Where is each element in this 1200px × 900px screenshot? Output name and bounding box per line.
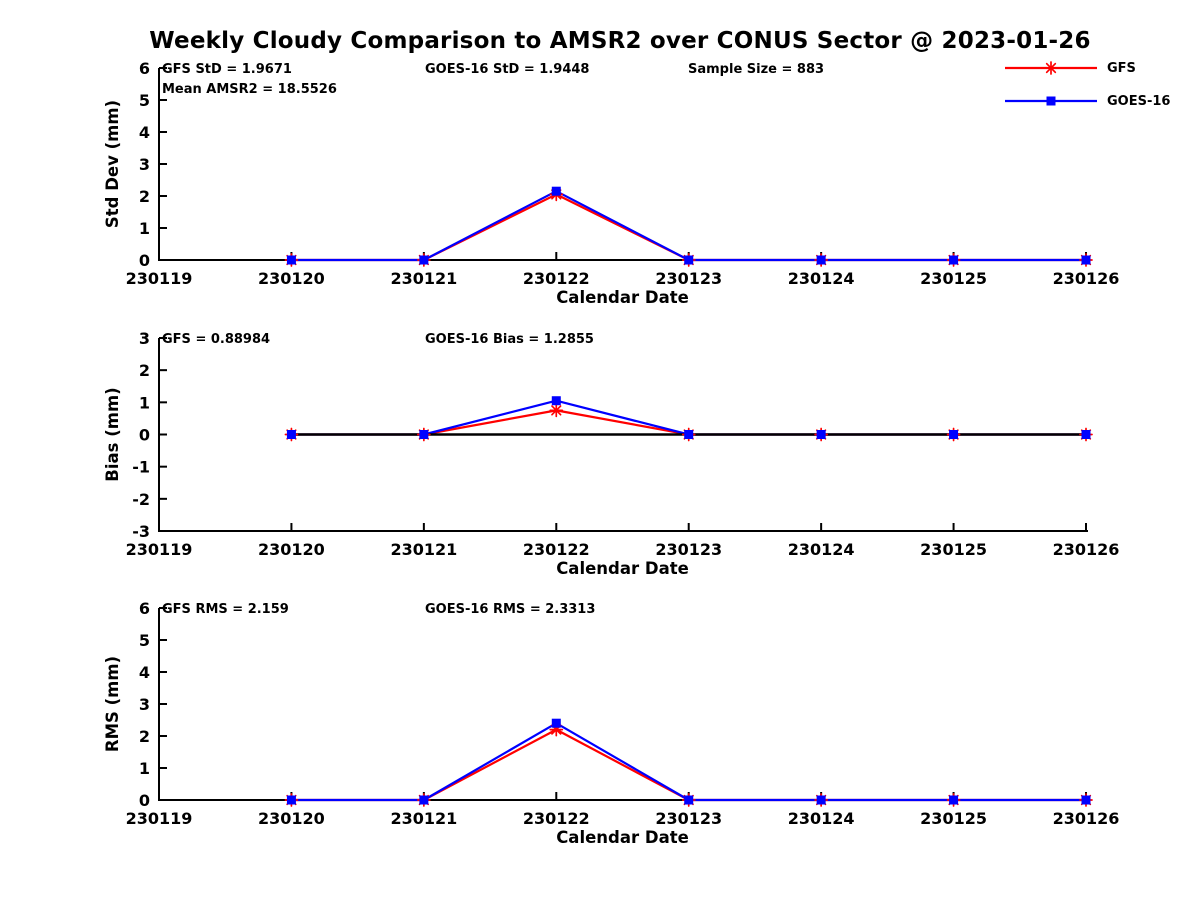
- stat-annotation: GFS StD = 1.9671: [162, 62, 292, 77]
- x-tick-label: 230119: [126, 540, 193, 559]
- y-tick-label: 1: [139, 759, 150, 778]
- marker-square: [816, 795, 826, 805]
- series-line-gfs: [291, 193, 1086, 262]
- marker-square: [949, 795, 959, 805]
- x-tick-label: 230120: [258, 540, 325, 559]
- x-tick-label: 230125: [920, 269, 987, 288]
- legend: GFS GOES-16: [1003, 58, 1193, 124]
- series-line-gfs: [291, 728, 1086, 802]
- x-tick-label: 230126: [1053, 269, 1120, 288]
- marker-square: [419, 430, 429, 439]
- x-tick-label: 230121: [390, 809, 457, 828]
- y-tick-label: 0: [139, 251, 150, 270]
- x-tick-label: 230122: [523, 269, 590, 288]
- marker-square: [286, 430, 296, 439]
- marker-square: [551, 396, 561, 406]
- chart-title: Weekly Cloudy Comparison to AMSR2 over C…: [149, 28, 1091, 54]
- stat-annotation: GFS = 0.88984: [162, 332, 270, 347]
- y-tick-label: 0: [139, 426, 150, 445]
- stat-annotation: Sample Size = 883: [688, 62, 824, 77]
- marker-square: [1081, 795, 1091, 805]
- stat-annotation: Mean AMSR2 = 18.5526: [162, 82, 337, 97]
- y-tick-label: 5: [139, 91, 150, 110]
- x-tick-label: 230119: [126, 809, 193, 828]
- y-axis-label: Bias (mm): [103, 387, 122, 481]
- x-tick-label: 230120: [258, 809, 325, 828]
- x-tick-label: 230125: [920, 540, 987, 559]
- x-tick-label: 230122: [523, 540, 590, 559]
- marker-square: [816, 430, 826, 439]
- stat-annotation: GFS RMS = 2.159: [162, 602, 289, 617]
- y-tick-label: 3: [139, 695, 150, 714]
- marker-square: [816, 255, 826, 265]
- x-tick-label: 230124: [788, 540, 855, 559]
- x-tick-label: 230124: [788, 809, 855, 828]
- x-tick-label: 230124: [788, 269, 855, 288]
- y-tick-label: 4: [139, 123, 150, 142]
- y-axis-label: RMS (mm): [103, 656, 122, 752]
- legend-label: GOES-16: [1107, 93, 1171, 109]
- legend-label: GFS: [1107, 60, 1136, 76]
- y-tick-label: 6: [139, 59, 150, 78]
- legend-item-goes-16: GOES-16: [1003, 91, 1193, 111]
- y-tick-label: 1: [139, 393, 150, 412]
- marker-square: [1081, 430, 1091, 439]
- marker-square: [684, 430, 694, 439]
- series-line-goes-16: [291, 722, 1086, 802]
- x-tick-label: 230121: [390, 540, 457, 559]
- y-tick-label: 4: [139, 663, 150, 682]
- legend-marker-square: [1005, 96, 1097, 106]
- x-tick-label: 230120: [258, 269, 325, 288]
- x-tick-label: 230123: [655, 540, 722, 559]
- y-tick-label: 3: [139, 155, 150, 174]
- y-tick-label: -3: [132, 522, 150, 541]
- y-tick-label: -1: [132, 458, 150, 477]
- marker-square: [286, 255, 296, 265]
- legend-marker-asterisk: [1005, 61, 1097, 75]
- y-tick-label: 6: [139, 599, 150, 618]
- x-axis-label: Calendar Date: [556, 559, 689, 578]
- y-tick-label: 2: [139, 361, 150, 380]
- stat-annotation: GOES-16 RMS = 2.3313: [425, 602, 595, 617]
- y-tick-label: 2: [139, 727, 150, 746]
- marker-square: [949, 255, 959, 265]
- y-tick-label: 2: [139, 187, 150, 206]
- y-axis-label: Std Dev (mm): [103, 100, 122, 228]
- x-tick-label: 230123: [655, 269, 722, 288]
- x-tick-label: 230119: [126, 269, 193, 288]
- stat-annotation: GOES-16 StD = 1.9448: [425, 62, 589, 77]
- series-line-goes-16: [291, 190, 1086, 262]
- y-tick-label: 5: [139, 631, 150, 650]
- marker-square: [949, 430, 959, 439]
- stat-annotation: GOES-16 Bias = 1.2855: [425, 332, 594, 347]
- marker-square: [1081, 255, 1091, 265]
- x-axis-label: Calendar Date: [556, 828, 689, 847]
- y-tick-label: 0: [139, 791, 150, 810]
- x-tick-label: 230122: [523, 809, 590, 828]
- y-tick-label: 3: [139, 329, 150, 348]
- marker-square: [684, 255, 694, 265]
- marker-square: [419, 255, 429, 265]
- y-tick-label: 1: [139, 219, 150, 238]
- x-tick-label: 230126: [1053, 540, 1120, 559]
- x-axis-label: Calendar Date: [556, 288, 689, 307]
- marker-asterisk: [549, 403, 564, 418]
- marker-square: [286, 795, 296, 805]
- x-tick-label: 230123: [655, 809, 722, 828]
- y-tick-label: -2: [132, 490, 150, 509]
- marker-square: [419, 795, 429, 805]
- x-tick-label: 230121: [390, 269, 457, 288]
- x-tick-label: 230126: [1053, 809, 1120, 828]
- marker-square: [551, 718, 561, 728]
- marker-square: [551, 186, 561, 196]
- x-tick-label: 230125: [920, 809, 987, 828]
- marker-square: [684, 795, 694, 805]
- legend-item-gfs: GFS: [1003, 58, 1193, 78]
